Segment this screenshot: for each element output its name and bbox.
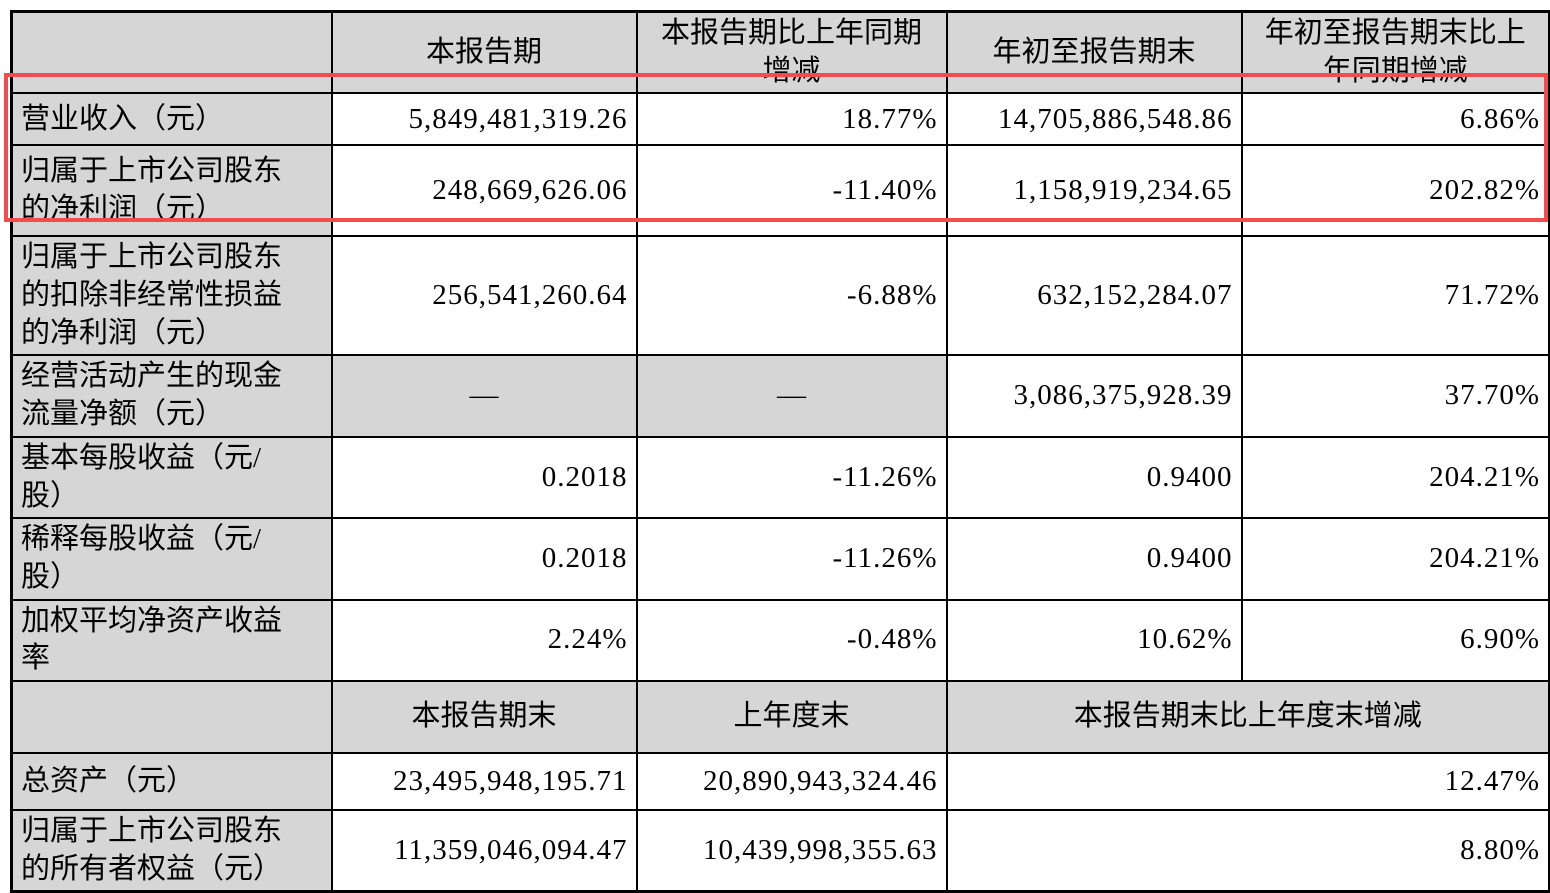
row-label-weighted-avg-roe: 加权平均净资产收益 率 [10,598,333,682]
row-label-basic-eps: 基本每股收益（元/ 股） [10,435,333,520]
roe-current-period: 2.24% [330,598,638,682]
table-row-total-assets: 总资产（元） 23,495,948,195.71 20,890,943,324.… [10,751,1550,811]
header2-period-end: 本报告期末 [330,679,638,754]
revenue-current-period: 5,849,481,319.26 [330,92,638,147]
net-profit-ytd: 1,158,919,234.65 [945,144,1243,238]
header-current-vs-prior: 本报告期比上年同期 增减 [635,10,948,95]
excl-nonrecurring-ytd: 632,152,284.07 [945,235,1243,357]
table-row-weighted-avg-roe: 加权平均净资产收益 率 2.24% -0.48% 10.62% 6.90% [10,598,1550,682]
owners-equity-prior-year-end: 10,439,998,355.63 [635,808,948,893]
row-label-total-assets: 总资产（元） [10,751,333,811]
owners-equity-change: 8.80% [945,808,1550,893]
excl-nonrecurring-current-vs-prior: -6.88% [635,235,948,357]
total-assets-prior-year-end: 20,890,943,324.46 [635,751,948,811]
cash-flow-current-period-dash: — [330,354,638,438]
header-blank-cell [10,10,333,95]
diluted-eps-ytd-vs-prior: 204.21% [1240,517,1550,601]
total-assets-change: 12.47% [945,751,1550,811]
revenue-ytd-vs-prior: 6.86% [1240,92,1550,147]
basic-eps-ytd: 0.9400 [945,435,1243,520]
table-header-row-2: 本报告期末 上年度末 本报告期末比上年度末增减 [10,679,1550,754]
header2-change-vs-prior-year-end: 本报告期末比上年度末增减 [945,679,1550,754]
revenue-ytd: 14,705,886,548.86 [945,92,1243,147]
header2-blank-cell [10,679,333,754]
total-assets-period-end: 23,495,948,195.71 [330,751,638,811]
row-label-net-profit-excl-nonrecurring: 归属于上市公司股东 的扣除非经常性损益 的净利润（元） [10,235,333,357]
roe-ytd-vs-prior: 6.90% [1240,598,1550,682]
roe-ytd: 10.62% [945,598,1243,682]
table-row-owners-equity: 归属于上市公司股东 的所有者权益（元） 11,359,046,094.47 10… [10,808,1550,893]
table-row-revenue: 营业收入（元） 5,849,481,319.26 18.77% 14,705,8… [10,92,1550,147]
cash-flow-ytd: 3,086,375,928.39 [945,354,1243,438]
net-profit-current-period: 248,669,626.06 [330,144,638,238]
financial-summary-table: 本报告期 本报告期比上年同期 增减 年初至报告期末 年初至报告期末比上 年同期增… [10,10,1550,893]
header-ytd: 年初至报告期末 [945,10,1243,95]
table-header-row-1: 本报告期 本报告期比上年同期 增减 年初至报告期末 年初至报告期末比上 年同期增… [10,10,1550,95]
basic-eps-current-period: 0.2018 [330,435,638,520]
cash-flow-ytd-vs-prior: 37.70% [1240,354,1550,438]
table-row-net-profit: 归属于上市公司股东 的净利润（元） 248,669,626.06 -11.40%… [10,144,1550,238]
diluted-eps-ytd: 0.9400 [945,517,1243,601]
basic-eps-current-vs-prior: -11.26% [635,435,948,520]
row-label-diluted-eps: 稀释每股收益（元/ 股） [10,517,333,601]
diluted-eps-current-period: 0.2018 [330,517,638,601]
net-profit-current-vs-prior: -11.40% [635,144,948,238]
owners-equity-period-end: 11,359,046,094.47 [330,808,638,893]
header-current-period: 本报告期 [330,10,638,95]
header-ytd-vs-prior: 年初至报告期末比上 年同期增减 [1240,10,1550,95]
row-label-operating-cash-flow: 经营活动产生的现金 流量净额（元） [10,354,333,438]
roe-current-vs-prior: -0.48% [635,598,948,682]
basic-eps-ytd-vs-prior: 204.21% [1240,435,1550,520]
table-row-net-profit-excl-nonrecurring: 归属于上市公司股东 的扣除非经常性损益 的净利润（元） 256,541,260.… [10,235,1550,357]
header2-prior-year-end: 上年度末 [635,679,948,754]
table-row-operating-cash-flow: 经营活动产生的现金 流量净额（元） — — 3,086,375,928.39 3… [10,354,1550,438]
table-row-basic-eps: 基本每股收益（元/ 股） 0.2018 -11.26% 0.9400 204.2… [10,435,1550,520]
net-profit-ytd-vs-prior: 202.82% [1240,144,1550,238]
excl-nonrecurring-ytd-vs-prior: 71.72% [1240,235,1550,357]
row-label-owners-equity: 归属于上市公司股东 的所有者权益（元） [10,808,333,893]
excl-nonrecurring-current-period: 256,541,260.64 [330,235,638,357]
row-label-revenue: 营业收入（元） [10,92,333,147]
cash-flow-current-vs-prior-dash: — [635,354,948,438]
row-label-net-profit: 归属于上市公司股东 的净利润（元） [10,144,333,238]
revenue-current-vs-prior: 18.77% [635,92,948,147]
diluted-eps-current-vs-prior: -11.26% [635,517,948,601]
table-row-diluted-eps: 稀释每股收益（元/ 股） 0.2018 -11.26% 0.9400 204.2… [10,517,1550,601]
